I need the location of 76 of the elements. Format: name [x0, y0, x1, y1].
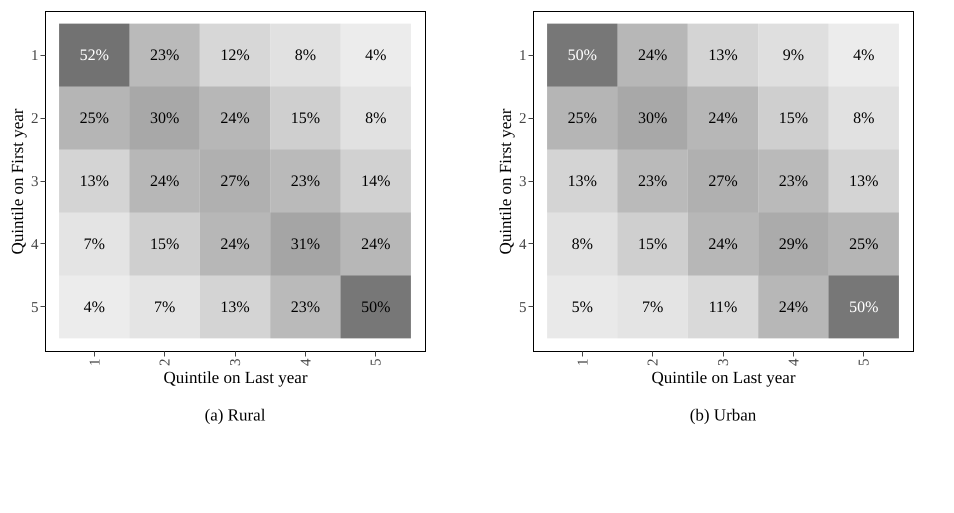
data-label: 13% — [849, 173, 878, 190]
x-tick-label: 5 — [856, 358, 873, 366]
data-label: 14% — [361, 173, 390, 190]
x-tick-label: 3 — [228, 358, 244, 366]
x-tick-label: 4 — [298, 358, 314, 366]
data-label: 23% — [638, 173, 668, 190]
data-label: 7% — [84, 236, 105, 253]
data-label: 8% — [294, 47, 316, 64]
data-label: 9% — [782, 47, 804, 64]
data-label: 50% — [849, 298, 878, 316]
text: (a) Rural — [204, 406, 266, 424]
data-label: 50% — [361, 298, 390, 316]
data-label: 27% — [708, 173, 738, 190]
y-tick-label: 5 — [519, 300, 526, 316]
x-axis-title: Quintile on Last year — [164, 368, 308, 387]
data-label: 12% — [220, 47, 250, 64]
data-label: 13% — [708, 47, 738, 64]
data-label: 30% — [638, 110, 668, 128]
data-label: 15% — [778, 110, 808, 128]
data-label: 24% — [150, 173, 180, 190]
data-label: 7% — [642, 298, 664, 316]
data-label: 25% — [568, 110, 597, 128]
data-label: 23% — [290, 298, 320, 316]
data-label: 24% — [708, 236, 738, 253]
data-label: 11% — [708, 298, 738, 316]
data-label: 13% — [568, 173, 597, 190]
data-label: 13% — [220, 298, 250, 316]
data-label: 23% — [778, 173, 808, 190]
data-label: 50% — [568, 47, 597, 64]
data-label: 24% — [708, 110, 738, 128]
y-tick-label: 2 — [519, 111, 526, 128]
data-label: 29% — [778, 236, 808, 253]
data-label: 24% — [638, 47, 668, 64]
data-label: 24% — [220, 110, 250, 128]
x-tick-label: 2 — [158, 358, 174, 366]
y-tick-label: 2 — [31, 111, 38, 128]
data-label: 24% — [778, 298, 808, 316]
data-label: 5% — [572, 298, 593, 316]
y-axis-title: Quintile on First year — [8, 108, 27, 254]
data-label: 8% — [365, 110, 386, 128]
data-label: 15% — [290, 110, 320, 128]
x-tick-label: 1 — [87, 358, 104, 366]
data-label: 30% — [150, 110, 180, 128]
x-tick-label: 1 — [575, 358, 592, 366]
data-label: 8% — [572, 236, 593, 253]
y-tick-label: 4 — [519, 236, 527, 253]
data-label: 25% — [849, 236, 878, 253]
data-label: 4% — [365, 47, 386, 64]
data-label: 15% — [638, 236, 668, 253]
y-tick-label: 5 — [31, 300, 38, 316]
data-label: 15% — [150, 236, 180, 253]
y-tick-label: 1 — [519, 48, 526, 64]
x-tick-label: 4 — [786, 358, 802, 366]
data-label: 25% — [80, 110, 109, 128]
y-tick-label: 3 — [519, 174, 526, 190]
data-label: 23% — [290, 173, 320, 190]
data-label: 24% — [361, 236, 390, 253]
data-label: 4% — [84, 298, 105, 316]
x-tick-label: 2 — [646, 358, 662, 366]
data-label: 52% — [80, 47, 109, 64]
y-tick-label: 1 — [31, 48, 38, 64]
y-axis-title: Quintile on First year — [496, 108, 515, 254]
data-label: 27% — [220, 173, 250, 190]
data-label: 13% — [80, 173, 109, 190]
y-tick-label: 4 — [31, 236, 39, 253]
y-tick-label: 3 — [31, 174, 38, 190]
text: (b) Urban — [690, 406, 757, 424]
data-label: 8% — [853, 110, 874, 128]
data-label: 24% — [220, 236, 250, 253]
data-label: 7% — [154, 298, 176, 316]
x-tick-label: 3 — [716, 358, 732, 366]
x-axis-title: Quintile on Last year — [652, 368, 796, 387]
x-tick-label: 5 — [368, 358, 385, 366]
data-label: 23% — [150, 47, 180, 64]
data-label: 4% — [853, 47, 874, 64]
data-label: 31% — [290, 236, 320, 253]
